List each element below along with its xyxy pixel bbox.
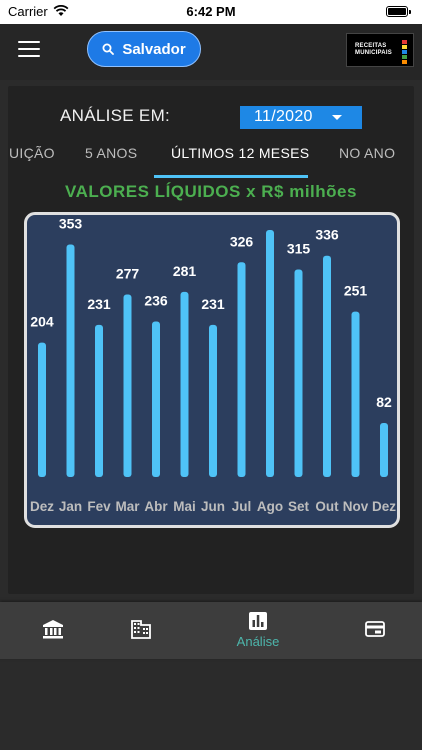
- chart-bar: [380, 422, 388, 477]
- chart-category-label: Dez: [372, 499, 396, 514]
- chart-category-label: Set: [288, 499, 310, 514]
- chart-bar: [209, 324, 217, 477]
- logo-color-bar: [402, 45, 407, 49]
- period-tabs: UIÇÃO 5 ANOS ÚLTIMOS 12 MESES NO ANO: [8, 140, 414, 178]
- chart-icon: [249, 612, 267, 630]
- nav-item-card[interactable]: [322, 602, 422, 659]
- logo-color-bar: [402, 40, 407, 44]
- building-icon: [131, 620, 151, 639]
- nav-item-analise[interactable]: Análise: [205, 602, 311, 659]
- tab-no-ano[interactable]: NO ANO: [339, 145, 396, 161]
- search-icon: [102, 43, 115, 55]
- logo-color-bar: [402, 55, 407, 59]
- dropdown-caret-icon: [332, 115, 342, 120]
- chart-category-label: Dez: [30, 499, 54, 514]
- tab-ultimos-12-meses[interactable]: ÚLTIMOS 12 MESES: [171, 145, 310, 161]
- chart-value-label: 336: [315, 227, 339, 243]
- logo-color-bar: [402, 60, 407, 64]
- chart-canvas: 204 Dez 353 Jan 231 Fev 277 Mar 236 Abr 281 Mai 231 J…: [30, 215, 396, 514]
- chart-value-label: 236: [144, 293, 168, 309]
- card-icon: [365, 621, 385, 637]
- period-value: 11/2020: [254, 108, 313, 125]
- logo-color-bar: [402, 50, 407, 54]
- chart-category-label: Jun: [201, 499, 225, 514]
- app-logo: RECEITAS MUNICIPAIS: [346, 33, 414, 67]
- nav-item-building[interactable]: [88, 602, 194, 659]
- status-time: 6:42 PM: [186, 4, 236, 19]
- chart-value-label: 231: [201, 296, 225, 312]
- bottom-nav: Análise: [0, 602, 422, 659]
- chart-bar: [123, 294, 132, 477]
- chart-bar: [66, 244, 75, 477]
- app-header: Salvador RECEITAS MUNICIPAIS: [0, 24, 422, 80]
- chart-category-label: Out: [315, 499, 339, 514]
- chart-category-label: Mai: [173, 499, 196, 514]
- chart-category-label: Nov: [343, 499, 369, 514]
- chart-category-label: Mar: [115, 499, 140, 514]
- chart-value-label: 326: [230, 233, 254, 249]
- chart-category-label: Ago: [257, 499, 283, 514]
- chart-category-label: Jan: [59, 499, 82, 514]
- city-search-button[interactable]: Salvador: [87, 31, 201, 67]
- bank-icon: [43, 620, 63, 639]
- chart-bar: [180, 291, 189, 477]
- chart-value-label: 277: [116, 266, 140, 282]
- chart-value-label: 375: [258, 215, 282, 217]
- chart-bar: [237, 262, 246, 477]
- chart-bar: [38, 342, 46, 477]
- period-label: ANÁLISE EM:: [60, 106, 171, 125]
- menu-icon[interactable]: [18, 41, 40, 59]
- chart-category-label: Jul: [232, 499, 252, 514]
- chart-value-label: 251: [344, 283, 368, 299]
- logo-bars: [402, 40, 407, 65]
- chart-bar: [351, 311, 360, 477]
- chart-value-label: 82: [376, 394, 392, 410]
- chart-bar: [152, 321, 160, 477]
- tab-5-anos[interactable]: 5 ANOS: [85, 145, 138, 161]
- chart-value-label: 231: [87, 296, 111, 312]
- status-bar: Carrier 6:42 PM: [0, 0, 422, 24]
- chart-title: VALORES LÍQUIDOS x R$ milhões: [65, 182, 357, 201]
- logo-text: RECEITAS MUNICIPAIS: [355, 43, 392, 56]
- battery-icon: [386, 6, 411, 17]
- wifi-icon: [53, 4, 69, 16]
- bar-chart: 204 Dez 353 Jan 231 Fev 277 Mar 236 Abr 281 Mai 231 J…: [24, 212, 400, 528]
- chart-bar: [323, 255, 331, 477]
- chart-category-label: Abr: [144, 499, 168, 514]
- tab-distribuicao[interactable]: UIÇÃO: [9, 145, 55, 161]
- chart-bar: [294, 269, 303, 477]
- period-select[interactable]: 11/2020: [240, 106, 362, 129]
- chart-value-label: 353: [59, 215, 83, 231]
- chart-bar: [95, 324, 103, 477]
- tab-indicator: [154, 175, 308, 178]
- nav-label-analise: Análise: [236, 634, 280, 649]
- chart-category-label: Fev: [87, 499, 111, 514]
- nav-item-bank[interactable]: [0, 602, 106, 659]
- chart-value-label: 204: [30, 314, 54, 330]
- analysis-panel: ANÁLISE EM: 11/2020 UIÇÃO 5 ANOS ÚLTIMOS…: [8, 86, 414, 594]
- chart-value-label: 315: [287, 241, 311, 257]
- chart-bar: [266, 230, 274, 477]
- city-search-label: Salvador: [122, 40, 186, 58]
- carrier-label: Carrier: [8, 4, 48, 19]
- chart-value-label: 281: [173, 263, 197, 279]
